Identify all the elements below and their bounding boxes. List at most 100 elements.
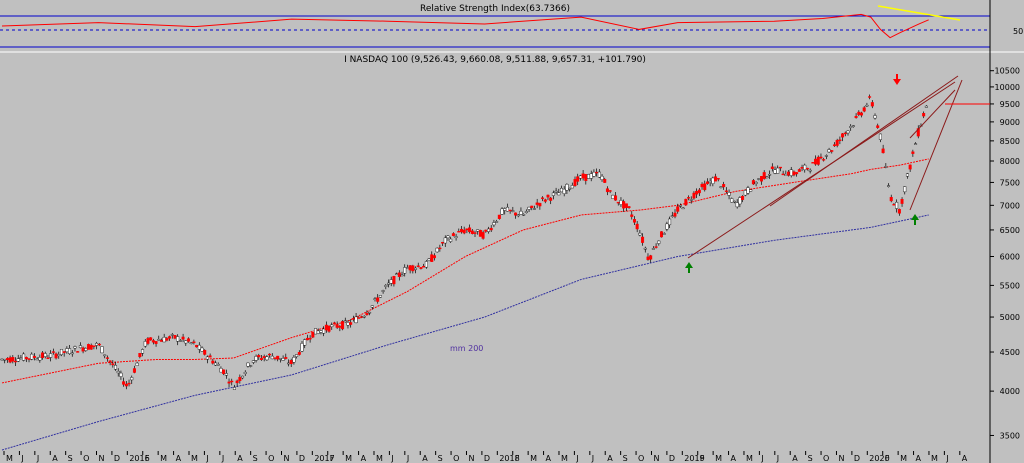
candle-up bbox=[587, 174, 591, 179]
candle-down bbox=[616, 201, 620, 204]
candle-down bbox=[76, 351, 80, 353]
rsi-yellow-trendline bbox=[877, 5, 961, 21]
candle-up bbox=[281, 358, 285, 361]
candle-down bbox=[181, 336, 185, 340]
candle-up bbox=[743, 190, 747, 196]
candle-down bbox=[111, 363, 115, 366]
candle-up bbox=[95, 342, 99, 346]
candle-up bbox=[378, 295, 382, 298]
candle-down bbox=[868, 96, 872, 98]
x-tick-label: M bbox=[715, 454, 722, 463]
candle-down bbox=[230, 380, 234, 383]
candle-down bbox=[714, 176, 718, 182]
candle-up bbox=[354, 316, 358, 324]
candle-down bbox=[335, 324, 339, 328]
candle-down bbox=[881, 148, 885, 154]
candle-up bbox=[738, 197, 742, 205]
candle-down bbox=[595, 171, 599, 174]
candle-down bbox=[778, 166, 782, 169]
candle-up bbox=[849, 126, 853, 128]
candle-up bbox=[389, 279, 393, 284]
candle-up bbox=[78, 345, 82, 349]
y-tick-label: 6000 bbox=[1000, 253, 1020, 262]
candle-up bbox=[851, 125, 855, 127]
x-tick-label: J bbox=[591, 454, 594, 463]
y-tick-label: 5000 bbox=[1000, 313, 1020, 322]
candle-down bbox=[530, 205, 534, 208]
trendline-wedge-upper bbox=[909, 89, 956, 139]
candle-up bbox=[662, 233, 666, 235]
candle-up bbox=[527, 206, 531, 210]
candle-down bbox=[814, 158, 818, 165]
x-tick-label: J bbox=[945, 454, 948, 463]
y-axis-ticks: 3500 4000 4500 5000 5500 6000 6500 7000 7500 8000… bbox=[990, 67, 1020, 440]
candle-down bbox=[173, 335, 177, 339]
candle-down bbox=[581, 173, 585, 179]
candle-up bbox=[562, 188, 566, 194]
candle-down bbox=[624, 203, 628, 208]
candle-up bbox=[446, 235, 450, 239]
candle-up bbox=[670, 215, 674, 217]
ma-short-line bbox=[1, 158, 929, 384]
candle-down bbox=[470, 230, 474, 234]
candle-up bbox=[22, 353, 26, 361]
candle-up bbox=[346, 322, 350, 326]
arrow-up-green-icon-2020 bbox=[911, 214, 919, 225]
x-tick-label: J bbox=[575, 454, 578, 463]
x-tick-label: J bbox=[760, 454, 763, 463]
candle-down bbox=[760, 176, 764, 182]
candle-down bbox=[892, 204, 896, 206]
candle-down bbox=[92, 345, 96, 347]
candle-up bbox=[403, 267, 407, 274]
candle-down bbox=[622, 201, 626, 209]
candle-up bbox=[265, 356, 269, 361]
x-tick-label: J bbox=[36, 454, 39, 463]
candle-up bbox=[765, 176, 769, 179]
candle-down bbox=[908, 164, 912, 170]
candle-down bbox=[781, 173, 785, 176]
candle-up bbox=[905, 173, 909, 177]
candle-up bbox=[924, 105, 928, 108]
candle-down bbox=[549, 197, 553, 201]
x-tick-label: M bbox=[900, 454, 907, 463]
candle-up bbox=[254, 356, 258, 361]
candle-up bbox=[516, 214, 520, 217]
candle-down bbox=[805, 167, 809, 170]
candle-down bbox=[122, 381, 126, 385]
candle-up bbox=[678, 205, 682, 207]
candle-up bbox=[205, 356, 209, 360]
x-tick-label: J bbox=[221, 454, 224, 463]
candle-down bbox=[332, 322, 336, 324]
x-tick-label: A bbox=[422, 454, 428, 463]
x-tick-label: J bbox=[20, 454, 23, 463]
candle-up bbox=[162, 336, 166, 343]
candle-up bbox=[241, 375, 245, 379]
candle-up bbox=[524, 211, 528, 214]
y-tick-label: 10000 bbox=[995, 83, 1020, 92]
candle-down bbox=[438, 247, 442, 250]
candle-up bbox=[119, 372, 123, 377]
candle-down bbox=[273, 357, 277, 359]
candle-up bbox=[895, 201, 899, 209]
candle-down bbox=[338, 326, 342, 328]
ma-200-line bbox=[1, 214, 929, 451]
candle-up bbox=[519, 210, 523, 215]
candle-up bbox=[730, 198, 734, 203]
price-panel: I NASDAQ 100 (9,526.43, 9,660.08, 9,511.… bbox=[0, 52, 1020, 463]
candle-up bbox=[568, 188, 572, 190]
candle-up bbox=[611, 194, 615, 199]
candle-up bbox=[435, 247, 439, 253]
candle-down bbox=[208, 355, 212, 358]
candle-down bbox=[497, 214, 501, 219]
candle-up bbox=[319, 330, 323, 333]
candle-up bbox=[303, 339, 307, 346]
candle-up bbox=[251, 360, 255, 363]
candles-group bbox=[0, 94, 928, 390]
candle-down bbox=[297, 352, 301, 355]
candle-down bbox=[357, 317, 361, 319]
candle-up bbox=[395, 273, 399, 275]
candle-up bbox=[143, 341, 147, 347]
candle-up bbox=[503, 208, 507, 211]
candle-down bbox=[687, 197, 691, 199]
candle-down bbox=[538, 202, 542, 207]
